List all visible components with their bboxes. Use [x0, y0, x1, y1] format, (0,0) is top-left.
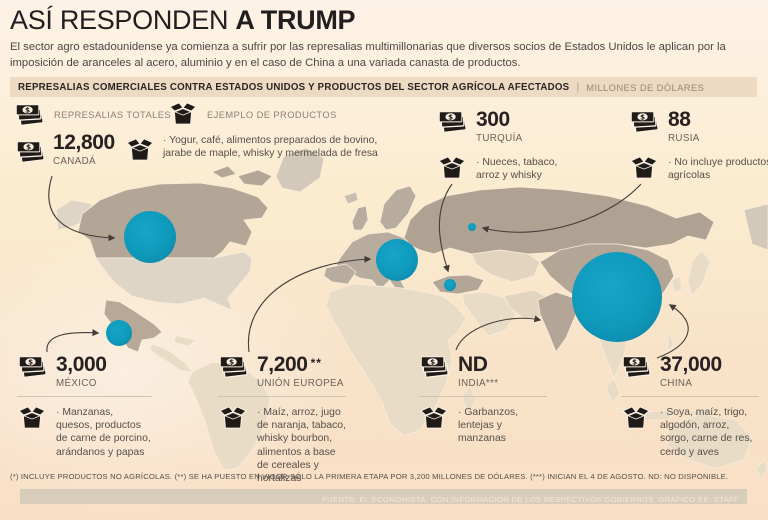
bubble-canada — [124, 211, 176, 263]
block-divider — [419, 396, 547, 397]
legend-totals-label: REPRESALIAS TOTALES (*) — [54, 109, 186, 120]
source-text: FUENTE: EL ECONOMISTA, CON INFORMACIÓN D… — [322, 495, 739, 504]
products-list: · Soya, maíz, trigo, algodón, arroz, sor… — [660, 407, 753, 458]
money-icon — [17, 354, 48, 379]
country-block-canada: 12,800 CANADÁ · Yogur, café, alimentos p… — [15, 132, 385, 167]
products-box-icon — [419, 405, 449, 431]
money-icon — [419, 354, 450, 379]
money-icon — [218, 354, 249, 379]
money-icon — [14, 102, 45, 127]
bubble-rusia — [468, 223, 476, 231]
footnotes: (*) INCLUYE PRODUCTOS NO AGRÍCOLAS. (**)… — [10, 472, 729, 481]
products-list: · No incluye productos agrícolas — [668, 157, 768, 182]
products-list: · Nueces, tabaco, arroz y whisky — [476, 157, 558, 182]
units-label: MILLONES DE DÓLARES — [586, 81, 705, 93]
arrow-rusia — [481, 183, 642, 233]
retaliation-amount: 88 — [668, 108, 691, 131]
retaliation-amount: 300 — [476, 108, 510, 131]
retaliation-amount: 12,800 — [53, 131, 115, 154]
country-block-turquia: 300 TURQUÍA · Nueces, tabaco, arroz y wh… — [437, 109, 574, 182]
legend-products-label: EJEMPLO DE PRODUCTOS — [207, 108, 337, 120]
country-name: CHINA — [660, 378, 693, 389]
products-box-icon — [218, 405, 248, 431]
products-list: · Yogur, café, alimentos preparados de b… — [163, 135, 378, 160]
country-name: MÉXICO — [56, 378, 97, 389]
country-name: INDIA*** — [458, 378, 499, 389]
arrow-union-europea — [247, 255, 372, 353]
country-block-china: 37,000 CHINA · Soya, maíz, trigo, algodó… — [621, 354, 759, 459]
products-box-icon — [125, 137, 155, 163]
country-name: RUSIA — [668, 133, 700, 144]
arrow-mexico — [46, 329, 100, 353]
arrow-turquia — [438, 183, 453, 273]
retaliation-amount: 7,200 ** — [257, 354, 344, 375]
retaliation-amount: 3,000 — [56, 353, 107, 376]
bubble-turquia — [444, 279, 456, 291]
arrow-india — [455, 315, 542, 351]
block-divider — [621, 396, 759, 397]
retaliation-bubbles — [106, 211, 662, 346]
country-name: TURQUÍA — [476, 133, 523, 144]
subtitle: El sector agro estadounidense ya comienz… — [10, 41, 726, 69]
section-title: REPRESALIAS COMERCIALES CONTRA ESTADOS U… — [18, 81, 570, 93]
retaliation-amount: 37,000 — [660, 353, 722, 376]
section-title-bar: REPRESALIAS COMERCIALES CONTRA ESTADOS U… — [10, 77, 757, 97]
page-title: ASÍ RESPONDEN A TRUMP — [10, 5, 356, 36]
products-box-icon — [168, 101, 198, 127]
country-name: UNIÓN EUROPEA — [257, 378, 344, 389]
products-box-icon — [17, 405, 47, 431]
amount-value: 7,200 — [257, 353, 308, 376]
bubble-mexico — [106, 320, 132, 346]
source-bar: FUENTE: EL ECONOMISTA, CON INFORMACIÓN D… — [20, 489, 747, 504]
title-light: ASÍ RESPONDEN — [10, 5, 229, 35]
country-block-mexico: 3,000 MÉXICO · Manzanas, quesos, product… — [17, 354, 152, 459]
legend-item-products: EJEMPLO DE PRODUCTOS — [168, 101, 337, 127]
arrow-canada — [48, 175, 116, 242]
products-list: · Garbanzos, lentejas y manzanas — [458, 407, 519, 445]
block-divider — [218, 396, 346, 397]
arrow-china — [656, 304, 689, 359]
bubble-china — [572, 252, 662, 342]
connector-arrows — [46, 175, 689, 359]
legend-item-totals: REPRESALIAS TOTALES (*) — [14, 102, 185, 127]
country-block-rusia: 88 RUSIA · No incluye productos agrícola… — [629, 109, 768, 182]
products-box-icon — [629, 155, 659, 181]
retaliation-amount: ND — [458, 353, 488, 376]
products-box-icon — [437, 155, 467, 181]
money-icon — [437, 109, 468, 134]
country-name: CANADÁ — [53, 156, 96, 167]
products-list: · Maíz, arroz, jugo de naranja, tabaco, … — [257, 407, 346, 485]
products-list: · Manzanas, quesos, productos de carne d… — [56, 407, 151, 458]
block-divider — [17, 396, 152, 397]
title-bar-separator: | — [576, 81, 580, 93]
country-block-india: ND INDIA*** · Garbanzos, lentejas y manz… — [419, 354, 547, 446]
money-icon — [15, 139, 46, 164]
products-box-icon — [621, 405, 651, 431]
amount-suffix: ** — [310, 356, 322, 370]
bubble-union-europea — [376, 239, 418, 281]
money-icon — [629, 109, 660, 134]
country-block-union-europea: 7,200 ** UNIÓN EUROPEA · Maíz, arroz, jug… — [218, 354, 346, 485]
money-icon — [621, 354, 652, 379]
title-bold: A TRUMP — [235, 5, 356, 35]
